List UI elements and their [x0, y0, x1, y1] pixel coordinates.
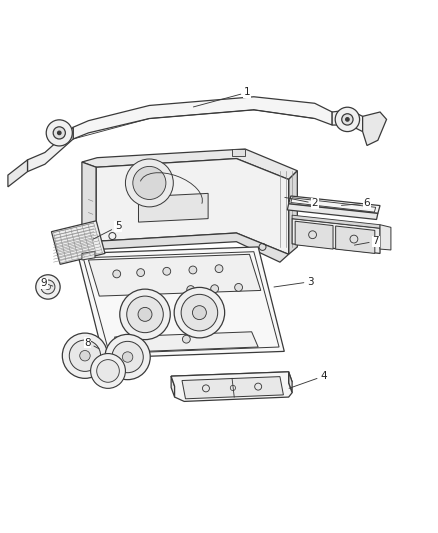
- Polygon shape: [138, 193, 208, 222]
- Text: 3: 3: [274, 277, 314, 287]
- Circle shape: [211, 285, 219, 293]
- Text: 5: 5: [93, 221, 121, 239]
- Circle shape: [192, 305, 206, 320]
- Polygon shape: [289, 372, 292, 393]
- Polygon shape: [171, 376, 175, 397]
- Circle shape: [80, 351, 90, 361]
- Polygon shape: [289, 171, 297, 254]
- Circle shape: [235, 284, 243, 292]
- Polygon shape: [171, 372, 292, 401]
- Polygon shape: [82, 251, 95, 260]
- Polygon shape: [8, 160, 28, 187]
- Polygon shape: [82, 233, 289, 262]
- Circle shape: [133, 166, 166, 199]
- Circle shape: [105, 334, 150, 379]
- Circle shape: [57, 131, 61, 135]
- Polygon shape: [28, 127, 73, 172]
- Polygon shape: [380, 225, 391, 250]
- Polygon shape: [232, 149, 245, 156]
- Circle shape: [41, 280, 55, 294]
- Polygon shape: [73, 97, 332, 139]
- Polygon shape: [82, 149, 297, 180]
- Text: 4: 4: [289, 371, 327, 389]
- Circle shape: [163, 268, 171, 275]
- Polygon shape: [295, 221, 333, 249]
- Circle shape: [46, 120, 72, 146]
- Circle shape: [36, 275, 60, 299]
- Polygon shape: [72, 349, 141, 365]
- Polygon shape: [363, 112, 387, 146]
- Circle shape: [181, 294, 218, 331]
- Circle shape: [53, 127, 65, 139]
- Polygon shape: [51, 221, 105, 264]
- Polygon shape: [292, 219, 380, 254]
- Polygon shape: [287, 204, 378, 220]
- Polygon shape: [182, 377, 283, 399]
- Circle shape: [69, 340, 101, 372]
- Text: 8: 8: [84, 338, 99, 349]
- Polygon shape: [96, 158, 289, 254]
- Circle shape: [138, 308, 152, 321]
- Text: 1: 1: [194, 87, 251, 107]
- Circle shape: [183, 335, 190, 343]
- Circle shape: [125, 159, 173, 207]
- Circle shape: [127, 296, 163, 333]
- Circle shape: [137, 269, 145, 277]
- Circle shape: [112, 341, 143, 373]
- Polygon shape: [336, 226, 375, 254]
- Circle shape: [122, 352, 133, 362]
- Text: 7: 7: [354, 236, 379, 246]
- Circle shape: [120, 289, 170, 340]
- Circle shape: [189, 266, 197, 274]
- Circle shape: [62, 333, 108, 378]
- Text: 6: 6: [342, 198, 370, 208]
- Polygon shape: [171, 372, 292, 386]
- Circle shape: [174, 287, 225, 338]
- Circle shape: [97, 360, 119, 382]
- Circle shape: [342, 114, 353, 125]
- Circle shape: [187, 286, 194, 294]
- Polygon shape: [289, 196, 380, 213]
- Circle shape: [215, 265, 223, 272]
- Polygon shape: [82, 162, 96, 247]
- Polygon shape: [292, 215, 380, 228]
- Polygon shape: [332, 110, 363, 132]
- Text: 2: 2: [285, 197, 318, 208]
- Circle shape: [346, 118, 349, 121]
- Text: 9: 9: [41, 278, 53, 288]
- Circle shape: [335, 107, 360, 132]
- Polygon shape: [88, 254, 261, 296]
- Polygon shape: [78, 247, 284, 358]
- Polygon shape: [115, 332, 258, 352]
- Circle shape: [113, 270, 120, 278]
- Circle shape: [91, 353, 125, 389]
